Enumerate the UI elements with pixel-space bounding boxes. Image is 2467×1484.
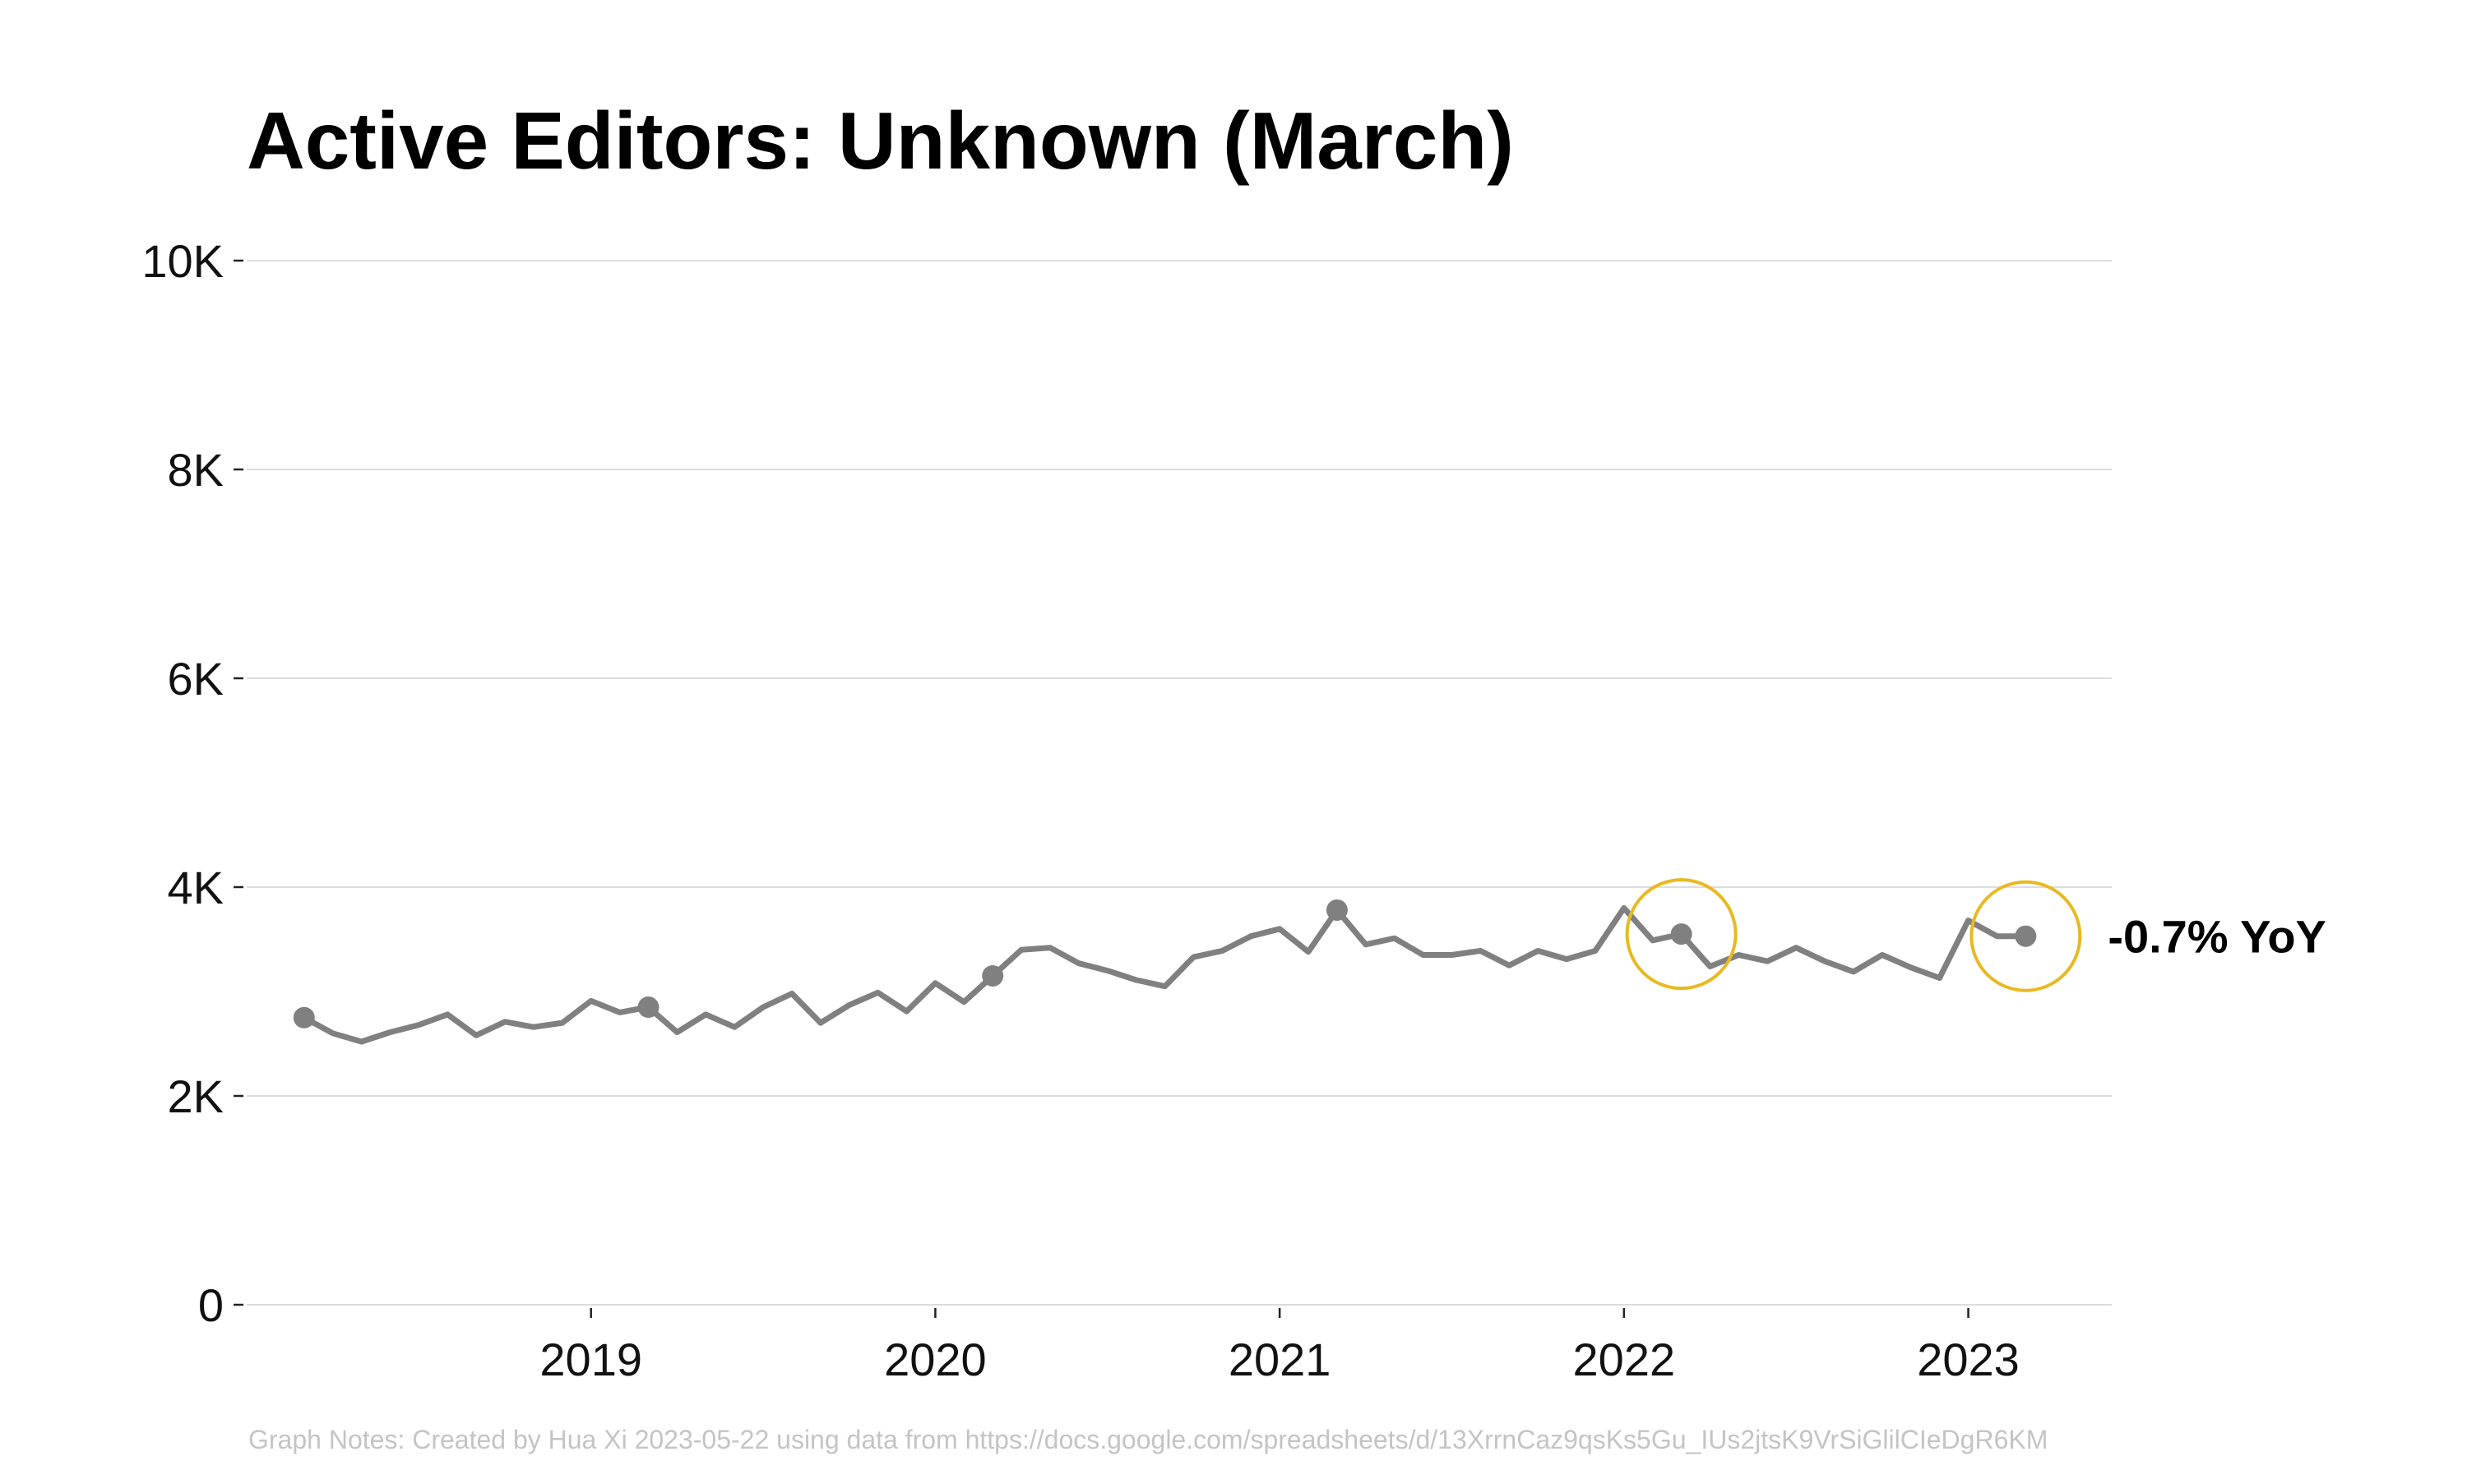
y-tick-label: 10K — [141, 235, 224, 287]
series-layer — [301, 904, 2029, 1045]
y-tick-label: 4K — [168, 862, 224, 913]
highlight-rings — [1625, 878, 2082, 992]
chart-title: Active Editors: Unknown (March) — [247, 95, 1514, 186]
march-point — [2015, 925, 2037, 947]
yoy-annotation: -0.7% YoY — [2108, 911, 2326, 963]
x-tick-label: 2022 — [1573, 1334, 1676, 1385]
y-tick-label: 0 — [198, 1279, 224, 1331]
march-point — [637, 996, 660, 1019]
march-point — [1670, 923, 1692, 945]
x-axis: 2019 2020 2021 2022 2023 — [539, 1308, 2020, 1385]
graph-notes: Graph Notes: Created by Hua Xi 2023-05-2… — [248, 1425, 2048, 1454]
y-tick-label: 6K — [168, 653, 224, 705]
highlight-ring — [1625, 878, 1738, 991]
y-axis: 0 2K 4K 6K 8K 10K — [141, 235, 243, 1331]
march-points — [293, 899, 2037, 1029]
y-tick-label: 2K — [168, 1070, 224, 1122]
x-tick-label: 2019 — [539, 1334, 642, 1385]
highlight-ring — [1969, 880, 2082, 992]
gridlines — [247, 260, 2112, 1306]
y-tick-label: 8K — [168, 444, 224, 496]
march-point — [1326, 899, 1348, 921]
march-point — [982, 964, 1004, 987]
series-line — [301, 904, 2029, 1045]
x-tick-label: 2021 — [1229, 1334, 1331, 1385]
x-tick-label: 2020 — [884, 1334, 987, 1385]
march-point — [293, 1006, 315, 1029]
x-tick-label: 2023 — [1917, 1334, 2020, 1385]
